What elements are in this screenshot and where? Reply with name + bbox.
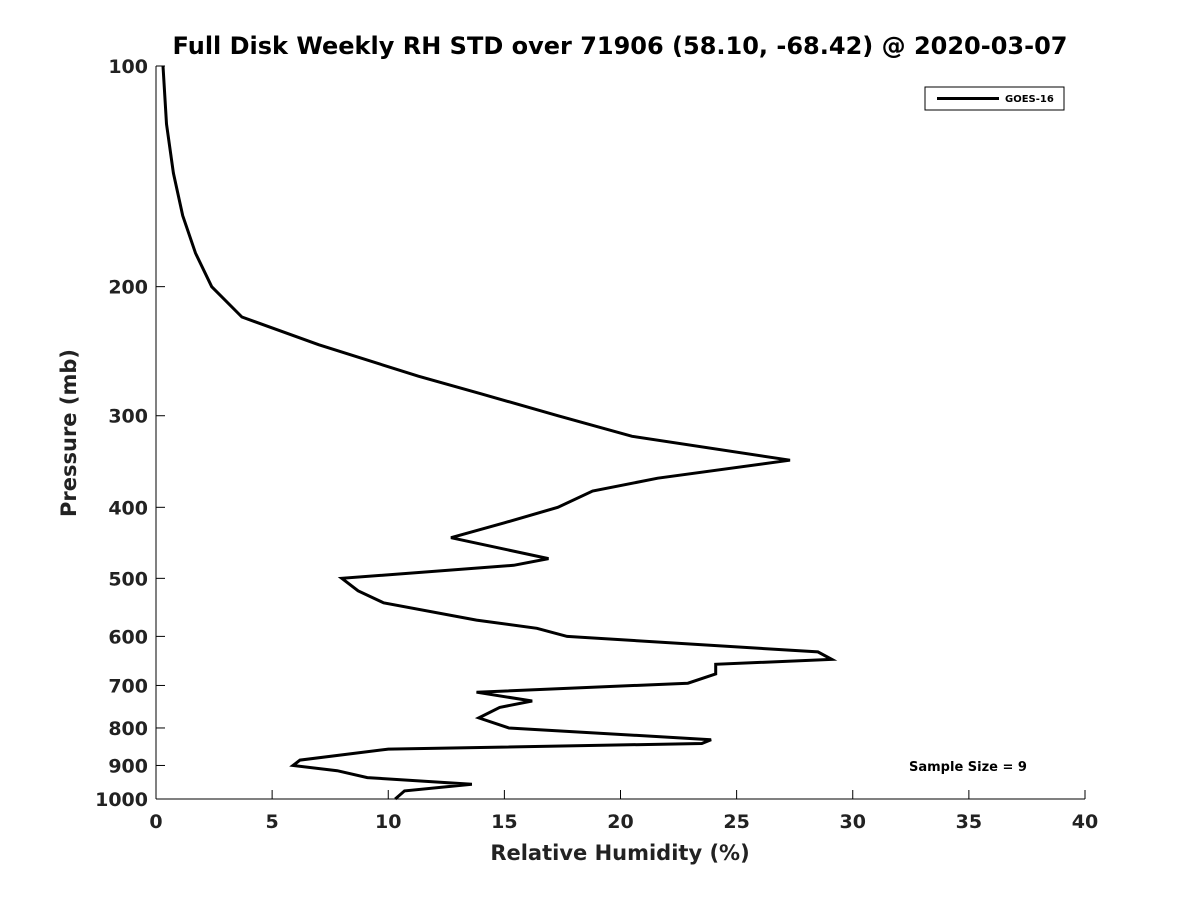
y-axis-label: Pressure (mb) [57,349,81,517]
y-tick-label: 900 [108,755,148,777]
y-tick-label: 800 [108,718,148,740]
y-tick-label: 500 [108,568,148,590]
y-tick-label: 300 [108,406,148,428]
x-tick-label: 15 [491,811,517,833]
y-tick-label: 1000 [95,789,148,811]
legend-label-goes-16: GOES-16 [1005,94,1054,105]
x-tick-label: 40 [1072,811,1098,833]
x-tick-label: 20 [607,811,633,833]
x-tick-label: 10 [375,811,401,833]
x-tick-label: 35 [956,811,982,833]
y-tick-label: 100 [108,56,148,78]
y-tick-label: 400 [108,497,148,519]
x-axis-label: Relative Humidity (%) [490,841,749,865]
x-tick-label: 30 [840,811,866,833]
series-line-goes-16 [161,65,838,801]
y-tick-label: 600 [108,626,148,648]
x-axis-ticks: 0 5 10 15 20 25 30 35 40 [149,790,1098,833]
y-axis-ticks: 100 200 300 400 500 600 700 800 900 1000 [95,56,165,811]
chart-title: Full Disk Weekly RH STD over 71906 (58.1… [173,32,1068,60]
x-tick-label: 5 [266,811,279,833]
y-tick-label: 700 [108,675,148,697]
x-tick-label: 0 [149,811,162,833]
sample-size-annotation: Sample Size = 9 [909,760,1027,775]
series-layer [161,65,838,801]
legend: GOES-16 [924,86,1065,111]
y-tick-label: 200 [108,277,148,299]
x-tick-label: 25 [723,811,749,833]
